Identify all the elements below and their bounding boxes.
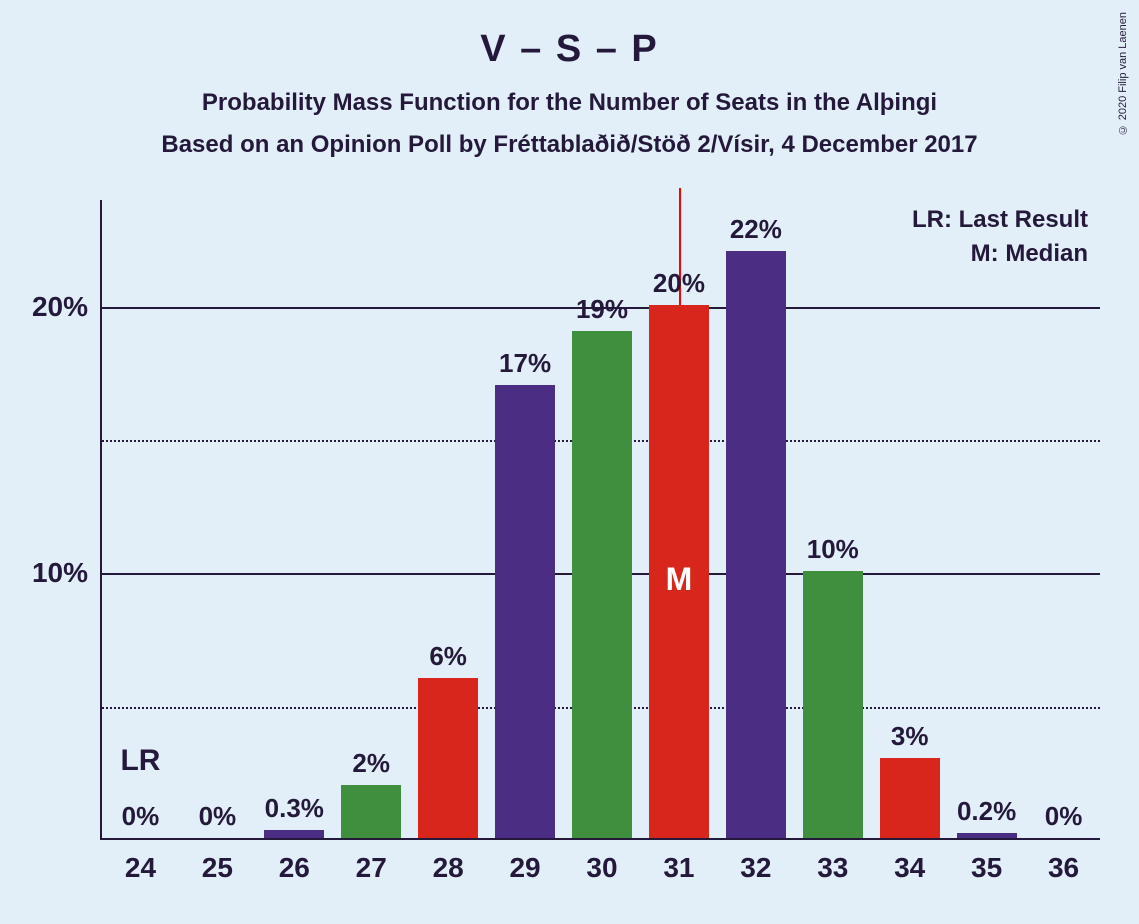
x-axis-tick: 24 bbox=[125, 838, 156, 884]
median-label: M bbox=[666, 561, 693, 598]
x-axis-tick: 31 bbox=[663, 838, 694, 884]
bar: 0.2% bbox=[957, 833, 1017, 838]
bar: 17% bbox=[495, 385, 555, 838]
bar-value-label: 0.2% bbox=[957, 796, 1016, 833]
bar-value-label: 0% bbox=[122, 801, 160, 838]
bar-value-label: 22% bbox=[730, 214, 782, 251]
x-axis-tick: 33 bbox=[817, 838, 848, 884]
bar: 22% bbox=[726, 251, 786, 838]
chart-subtitle1: Probability Mass Function for the Number… bbox=[0, 89, 1139, 117]
x-axis-tick: 34 bbox=[894, 838, 925, 884]
bar-value-label: 10% bbox=[807, 534, 859, 571]
x-axis-tick: 29 bbox=[509, 838, 540, 884]
bar: 0.3% bbox=[264, 830, 324, 838]
bar-value-label: 20% bbox=[653, 268, 705, 305]
legend-lr: LR: Last Result bbox=[912, 206, 1088, 234]
bar-value-label: 2% bbox=[352, 748, 390, 785]
y-axis-tick: 20% bbox=[32, 291, 102, 323]
copyright-text: © 2020 Filip van Laenen bbox=[1117, 12, 1129, 135]
bar-value-label: 0% bbox=[199, 801, 237, 838]
x-axis-tick: 36 bbox=[1048, 838, 1079, 884]
legend-m: M: Median bbox=[912, 240, 1088, 268]
chart-plot-area: LR: Last Result M: Median 10% 20% 0% 0% 0.3%… bbox=[100, 200, 1100, 840]
x-axis-tick: 25 bbox=[202, 838, 233, 884]
x-axis-tick: 30 bbox=[586, 838, 617, 884]
y-axis-tick: 10% bbox=[32, 557, 102, 589]
bar-value-label: 19% bbox=[576, 294, 628, 331]
bar: 10% bbox=[803, 571, 863, 838]
x-axis-tick: 26 bbox=[279, 838, 310, 884]
x-axis-tick: 35 bbox=[971, 838, 1002, 884]
bar-value-label: 6% bbox=[429, 641, 467, 678]
bar: 3% bbox=[880, 758, 940, 838]
chart-subtitle2: Based on an Opinion Poll by Fréttablaðið… bbox=[0, 131, 1139, 159]
x-axis-tick: 28 bbox=[433, 838, 464, 884]
chart-legend: LR: Last Result M: Median bbox=[912, 206, 1088, 268]
bar: 19% bbox=[572, 331, 632, 838]
x-axis-tick: 27 bbox=[356, 838, 387, 884]
chart-title: V – S – P bbox=[0, 0, 1139, 71]
bar-value-label: 0.3% bbox=[265, 793, 324, 830]
x-axis-tick: 32 bbox=[740, 838, 771, 884]
last-result-label: LR bbox=[120, 744, 160, 778]
bar: 6% bbox=[418, 678, 478, 838]
bar: 2% bbox=[341, 785, 401, 838]
bar-value-label: 0% bbox=[1045, 801, 1083, 838]
bar-value-label: 17% bbox=[499, 348, 551, 385]
bar-value-label: 3% bbox=[891, 721, 929, 758]
